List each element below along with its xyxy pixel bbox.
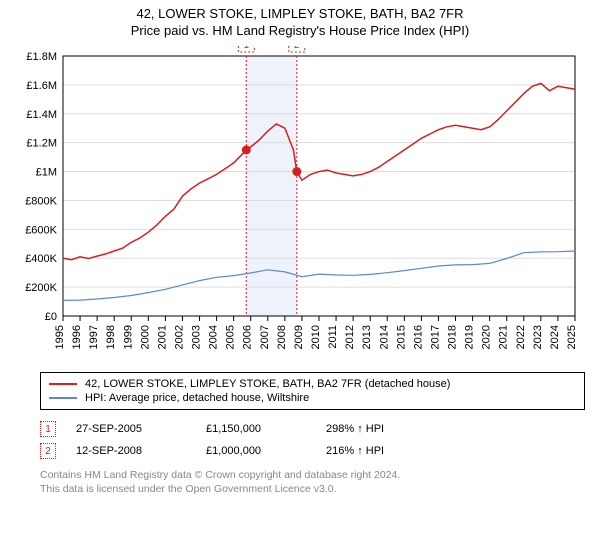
- svg-text:£1.6M: £1.6M: [26, 80, 57, 92]
- svg-text:1998: 1998: [105, 325, 117, 349]
- svg-text:2014: 2014: [378, 325, 390, 349]
- svg-text:2018: 2018: [447, 325, 459, 349]
- svg-text:2022: 2022: [515, 325, 527, 349]
- sale-row: 2 12-SEP-2008 £1,000,000 216% ↑ HPI: [40, 440, 585, 462]
- svg-text:2: 2: [294, 46, 300, 51]
- title-block: 42, LOWER STOKE, LIMPLEY STOKE, BATH, BA…: [0, 0, 600, 38]
- svg-text:2025: 2025: [566, 325, 578, 349]
- svg-text:2021: 2021: [498, 325, 510, 349]
- sale-marker: 2: [40, 443, 56, 459]
- svg-text:2001: 2001: [156, 325, 168, 349]
- line-chart: £0 £200K £400K £600K £800K £1M £1.2M £1.4M £1.6M…: [15, 46, 585, 366]
- svg-text:£1.4M: £1.4M: [26, 109, 57, 121]
- legend-label: HPI: Average price, detached house, Wilt…: [85, 392, 309, 404]
- svg-text:2006: 2006: [242, 325, 254, 349]
- footer-line: Contains HM Land Registry data © Crown c…: [40, 468, 585, 482]
- svg-text:£600K: £600K: [25, 224, 57, 236]
- sale-marker: 1: [40, 421, 56, 437]
- svg-text:2008: 2008: [276, 325, 288, 349]
- legend: 42, LOWER STOKE, LIMPLEY STOKE, BATH, BA…: [40, 372, 585, 410]
- svg-text:£200K: £200K: [25, 282, 57, 294]
- svg-text:2012: 2012: [344, 325, 356, 349]
- legend-label: 42, LOWER STOKE, LIMPLEY STOKE, BATH, BA…: [85, 378, 450, 390]
- sale-marker-num: 2: [45, 446, 51, 457]
- legend-item: 42, LOWER STOKE, LIMPLEY STOKE, BATH, BA…: [49, 377, 576, 391]
- svg-text:2005: 2005: [225, 325, 237, 349]
- svg-text:2017: 2017: [429, 325, 441, 349]
- svg-text:2011: 2011: [327, 325, 339, 349]
- legend-swatch: [49, 383, 77, 385]
- svg-text:2015: 2015: [395, 325, 407, 349]
- svg-text:2002: 2002: [173, 325, 185, 349]
- svg-text:2010: 2010: [310, 325, 322, 349]
- sale-pct: 216% ↑ HPI: [326, 445, 384, 457]
- svg-text:£1.2M: £1.2M: [26, 138, 57, 150]
- sale-row: 1 27-SEP-2005 £1,150,000 298% ↑ HPI: [40, 418, 585, 440]
- svg-text:£400K: £400K: [25, 253, 57, 265]
- footer-line: This data is licensed under the Open Gov…: [40, 482, 585, 496]
- svg-text:2004: 2004: [208, 325, 220, 349]
- legend-item: HPI: Average price, detached house, Wilt…: [49, 391, 576, 405]
- svg-text:2019: 2019: [464, 325, 476, 349]
- svg-text:1996: 1996: [71, 325, 83, 349]
- svg-text:2003: 2003: [191, 325, 203, 349]
- sale-date: 27-SEP-2005: [76, 423, 186, 435]
- svg-text:2016: 2016: [412, 325, 424, 349]
- title-address: 42, LOWER STOKE, LIMPLEY STOKE, BATH, BA…: [0, 6, 600, 21]
- svg-text:2024: 2024: [549, 325, 561, 349]
- svg-text:£800K: £800K: [25, 195, 57, 207]
- chart-container: 42, LOWER STOKE, LIMPLEY STOKE, BATH, BA…: [0, 0, 600, 504]
- svg-text:2020: 2020: [481, 325, 493, 349]
- sale-date: 12-SEP-2008: [76, 445, 186, 457]
- svg-text:£0: £0: [45, 311, 57, 323]
- svg-text:1: 1: [244, 46, 250, 51]
- svg-text:2013: 2013: [361, 325, 373, 349]
- svg-text:2000: 2000: [139, 325, 151, 349]
- svg-text:2007: 2007: [259, 325, 271, 349]
- svg-text:2023: 2023: [532, 325, 544, 349]
- chart-area: £0 £200K £400K £600K £800K £1M £1.2M £1.4M £1.6M…: [15, 46, 585, 366]
- sale-pct: 298% ↑ HPI: [326, 423, 384, 435]
- sale-marker-num: 1: [45, 424, 51, 435]
- sale-price: £1,000,000: [206, 445, 306, 457]
- svg-text:1995: 1995: [54, 325, 66, 349]
- footer-attribution: Contains HM Land Registry data © Crown c…: [40, 468, 585, 504]
- sales-list: 1 27-SEP-2005 £1,150,000 298% ↑ HPI 2 12…: [40, 418, 585, 462]
- title-subtitle: Price paid vs. HM Land Registry's House …: [0, 23, 600, 38]
- sale-price: £1,150,000: [206, 423, 306, 435]
- svg-text:1999: 1999: [122, 325, 134, 349]
- svg-text:£1M: £1M: [36, 167, 57, 179]
- legend-swatch: [49, 397, 77, 399]
- svg-text:£1.8M: £1.8M: [26, 51, 57, 63]
- svg-text:1997: 1997: [88, 325, 100, 349]
- svg-text:2009: 2009: [293, 325, 305, 349]
